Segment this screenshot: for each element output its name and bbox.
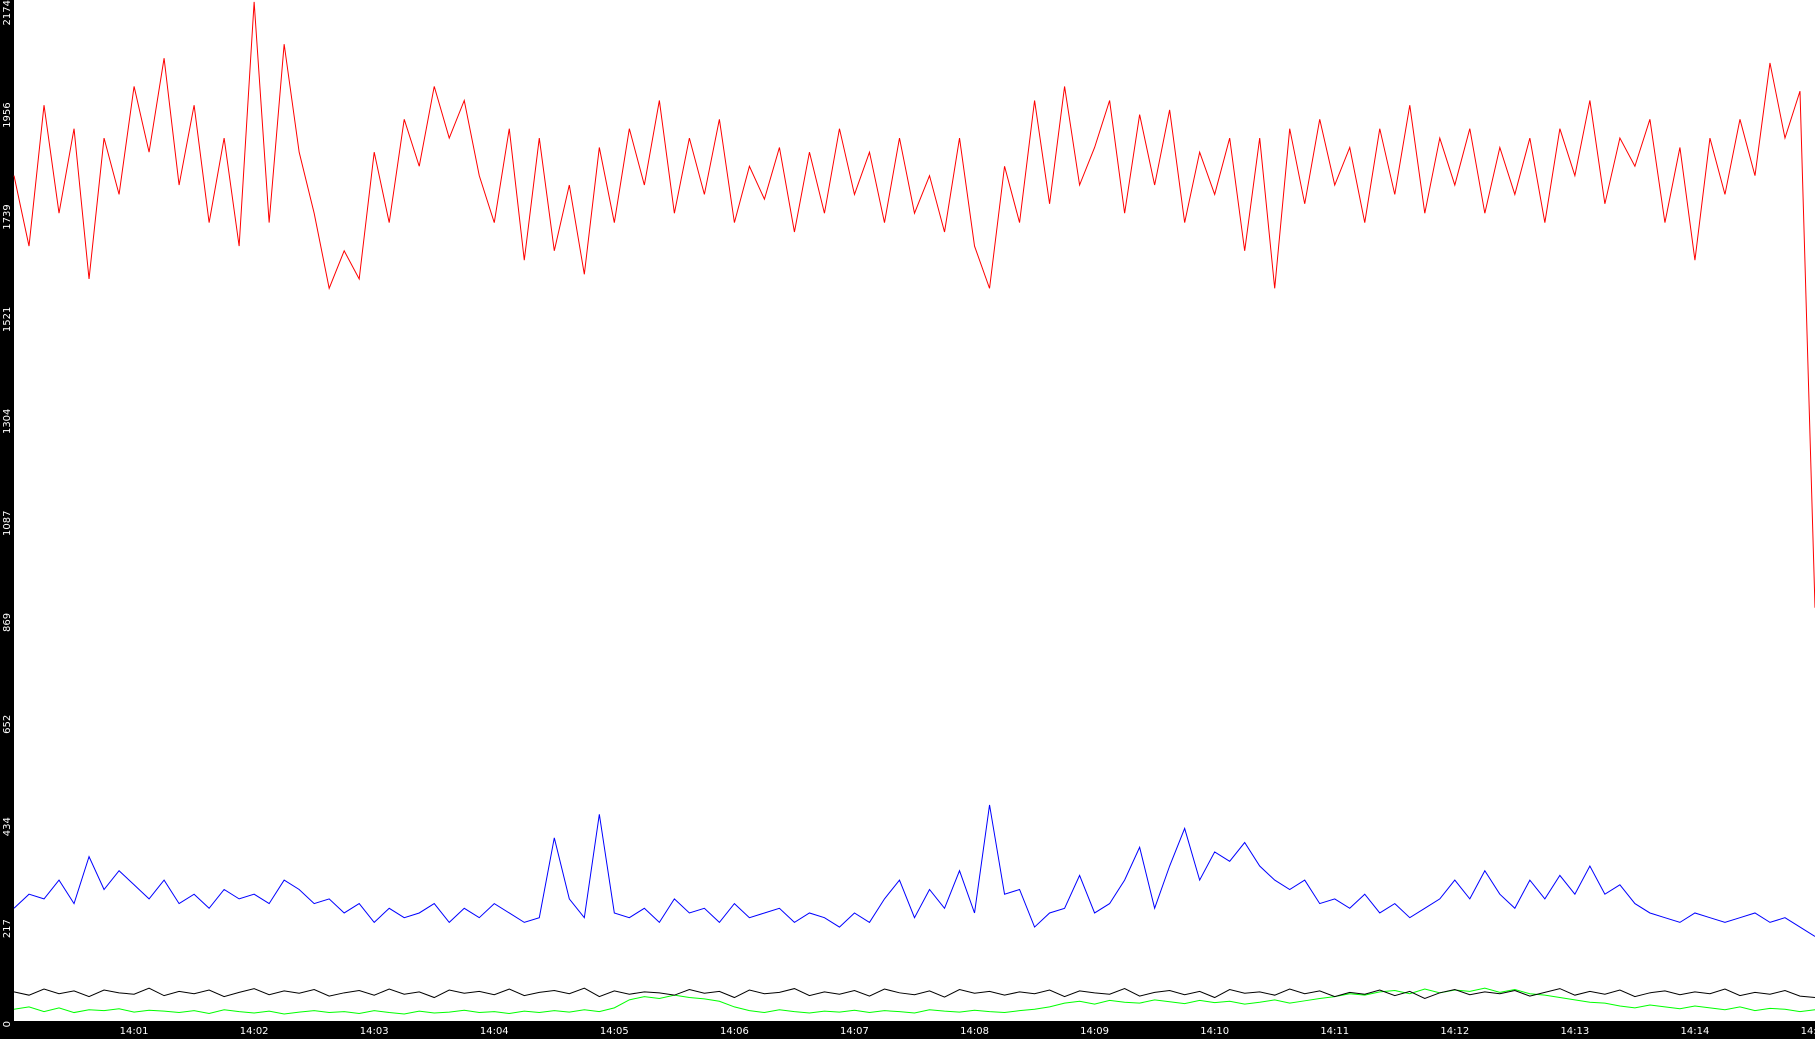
- y-tick-label: 0: [2, 1021, 13, 1027]
- x-tick-label: 14:13: [1560, 1026, 1589, 1037]
- x-tick-label: 14:15: [1801, 1026, 1815, 1037]
- x-tick-label: 14:12: [1440, 1026, 1469, 1037]
- x-axis-strip: [0, 1021, 1815, 1039]
- series-line: [13, 804, 1815, 937]
- y-tick-label: 869: [2, 613, 13, 632]
- x-tick-label: 14:11: [1320, 1026, 1349, 1037]
- x-tick-label: 14:07: [840, 1026, 869, 1037]
- y-tick-label: 1739: [2, 204, 13, 229]
- x-tick-label: 14:04: [480, 1026, 509, 1037]
- series-line: [13, 1, 1815, 608]
- x-tick-label: 14:03: [360, 1026, 389, 1037]
- x-tick-label: 14:06: [720, 1026, 749, 1037]
- x-tick-label: 14:09: [1080, 1026, 1109, 1037]
- x-tick-label: 14:01: [120, 1026, 149, 1037]
- y-tick-label: 652: [2, 715, 13, 734]
- y-tick-label: 434: [2, 817, 13, 836]
- y-tick-label: 1521: [2, 307, 13, 332]
- x-tick-label: 14:02: [240, 1026, 269, 1037]
- x-tick-label: 14:05: [600, 1026, 629, 1037]
- y-tick-label: 2174: [2, 0, 13, 25]
- y-tick-label: 1087: [2, 511, 13, 536]
- y-tick-label: 1956: [2, 102, 13, 127]
- x-tick-label: 14:14: [1681, 1026, 1710, 1037]
- y-tick-label: 217: [2, 919, 13, 938]
- series-line: [13, 987, 1815, 1000]
- y-axis-strip: [0, 0, 14, 1039]
- x-tick-label: 14:08: [960, 1026, 989, 1037]
- series-line: [13, 987, 1815, 1015]
- y-tick-label: 1304: [2, 409, 13, 434]
- x-tick-label: 14:10: [1200, 1026, 1229, 1037]
